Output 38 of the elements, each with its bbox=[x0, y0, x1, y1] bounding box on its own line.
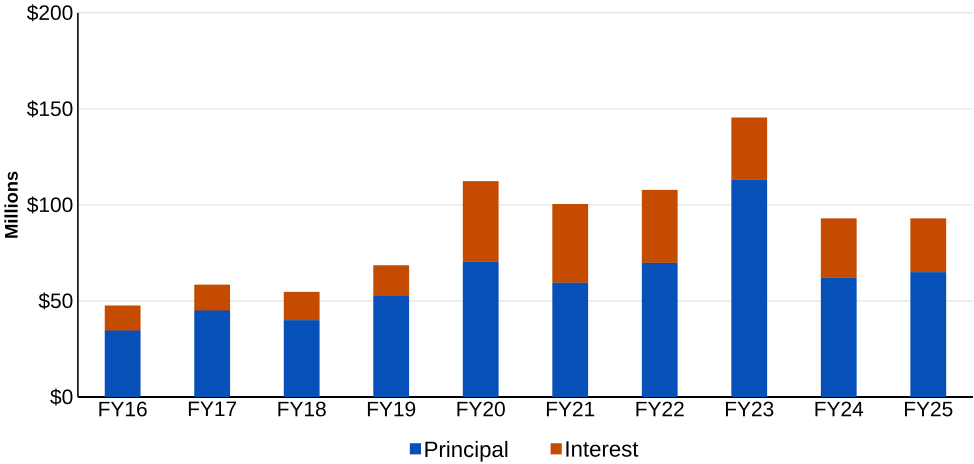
x-tick-label: FY24 bbox=[815, 402, 864, 416]
bar bbox=[104, 305, 141, 330]
bar bbox=[373, 296, 410, 397]
bar bbox=[642, 190, 678, 263]
bar bbox=[552, 282, 588, 397]
bar bbox=[552, 204, 588, 283]
bar bbox=[462, 262, 499, 397]
x-tick-label: FY20 bbox=[457, 402, 505, 416]
bar bbox=[194, 284, 230, 310]
x-tick-label: FY17 bbox=[188, 402, 236, 416]
bar bbox=[642, 262, 678, 397]
y-tick-label: $100 bbox=[26, 196, 72, 214]
bar bbox=[820, 278, 857, 397]
x-tick-label: FY21 bbox=[546, 402, 594, 416]
bar bbox=[731, 117, 768, 180]
bar bbox=[104, 330, 141, 397]
bar bbox=[462, 180, 499, 262]
x-tick-label: FY25 bbox=[905, 402, 952, 416]
bar bbox=[910, 272, 946, 397]
legend-label: Principal bbox=[425, 440, 508, 462]
x-tick-label: FY16 bbox=[99, 402, 147, 416]
bar bbox=[373, 265, 410, 296]
bar bbox=[910, 218, 946, 272]
bar bbox=[284, 292, 320, 320]
x-tick-label: FY19 bbox=[368, 402, 416, 416]
bar bbox=[284, 320, 320, 397]
bar bbox=[731, 180, 768, 397]
legend-label: Interest bbox=[566, 441, 638, 457]
x-tick-label: FY18 bbox=[278, 402, 326, 416]
y-tick-label: $200 bbox=[26, 4, 72, 22]
y-tick-label: $0 bbox=[50, 388, 72, 406]
bar bbox=[194, 310, 230, 397]
y-tick-label: $150 bbox=[26, 100, 72, 118]
x-tick-label: FY22 bbox=[636, 402, 684, 416]
x-tick-label: FY23 bbox=[726, 402, 774, 416]
bar bbox=[820, 218, 857, 278]
y-axis-title: Millions bbox=[4, 171, 18, 238]
y-tick-label: $50 bbox=[38, 292, 72, 310]
